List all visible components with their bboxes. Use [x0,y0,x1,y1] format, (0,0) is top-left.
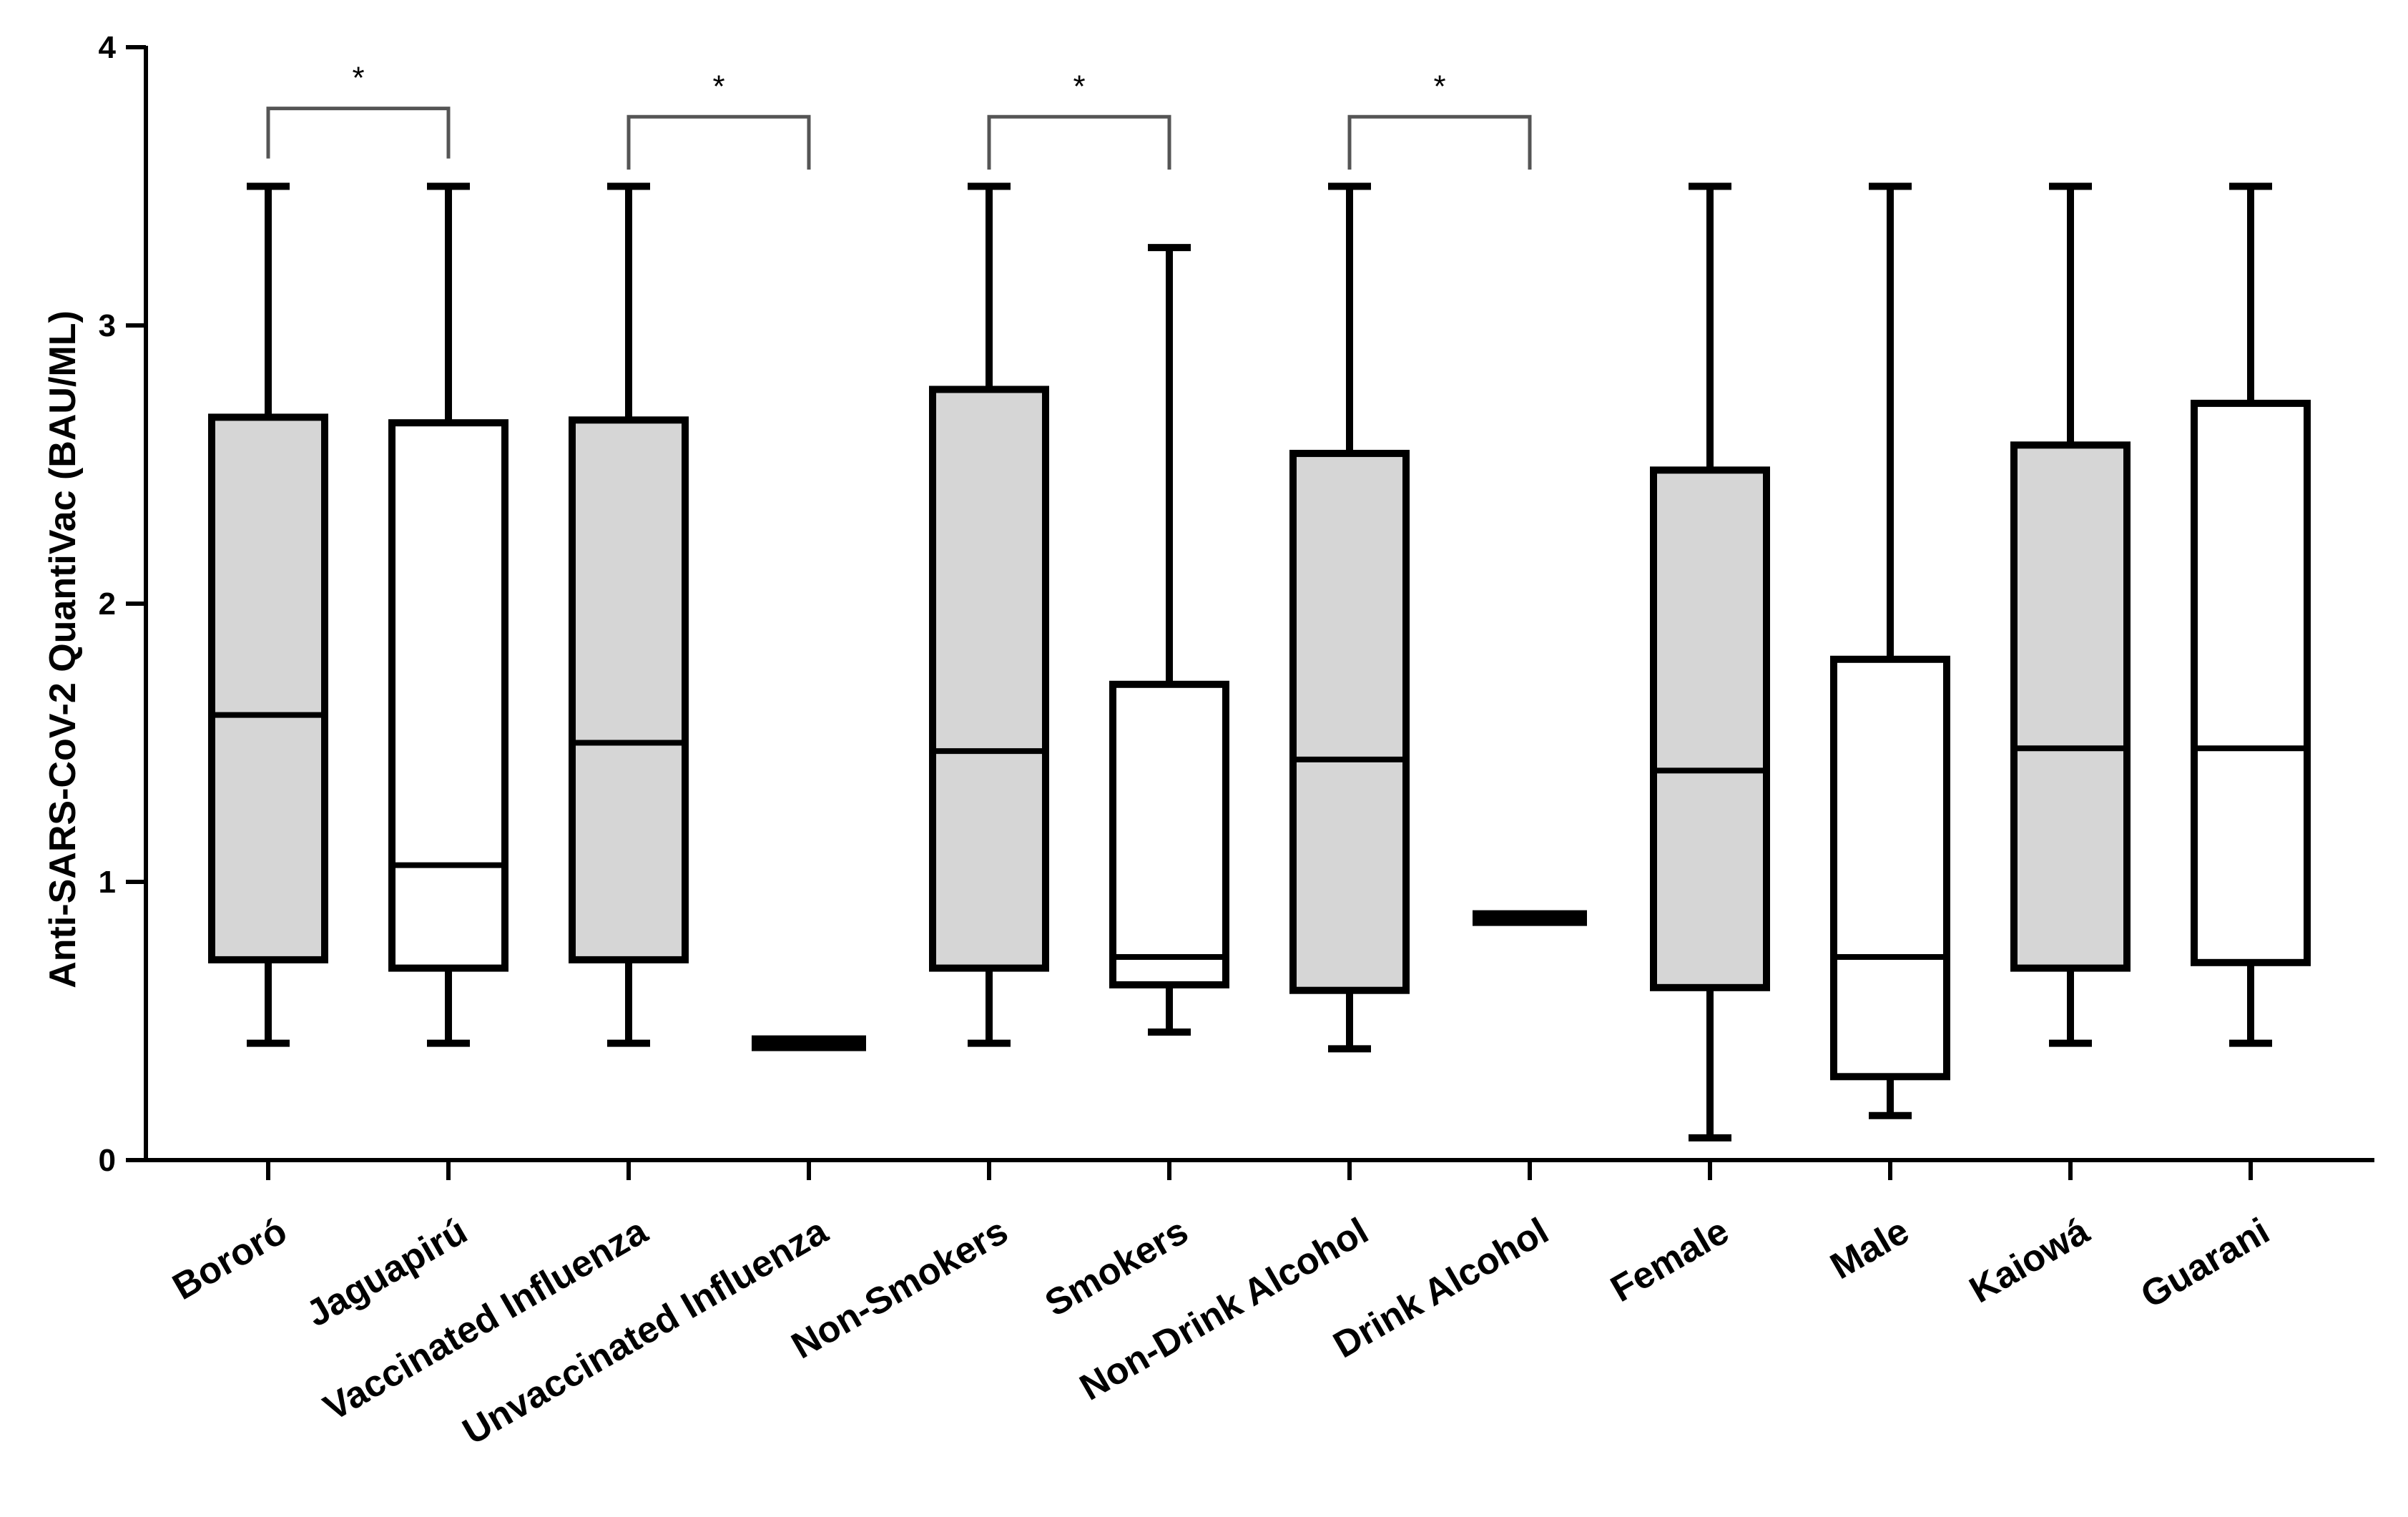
significance-bracket-4-line [1347,114,1532,170]
significance-bracket-3-line [987,114,1171,170]
box-2 [388,182,508,1047]
plot-area: * * * * [208,61,2311,1142]
x-tick-label-1: Bororó [166,1210,294,1308]
box-5 [929,182,1049,1047]
box-1-iqr [208,413,328,963]
box-5-iqr [929,386,1049,972]
box-10-iqr [1830,655,1950,1081]
significance-bracket-1: * [266,61,451,159]
significance-bracket-2: * [626,69,811,170]
y-tick-label-1: 1 [99,865,116,900]
significance-bracket-1-line [266,107,451,159]
significance-bracket-2-label: * [712,69,724,104]
significance-bracket-4-label: * [1433,69,1445,104]
y-axis-label: Anti-SARS-CoV-2 QuantiVac (BAU/ML) [42,310,84,988]
x-tick-label-12: Guarani [2134,1210,2276,1316]
y-axis-label-group: Anti-SARS-CoV-2 QuantiVac (BAU/ML) [42,310,84,988]
x-tick-label-10: Male [1824,1210,1916,1287]
box-3-iqr [569,416,689,963]
significance-bracket-1-label: * [352,61,364,96]
y-tick-label-2: 2 [99,586,116,622]
y-tick-label-4: 4 [99,30,117,65]
x-tick-label-9: Female [1604,1210,1736,1310]
box-9-iqr [1650,466,1770,991]
significance-bracket-2-line [626,114,811,170]
x-tick-label-7: Non-Drink Alcohol [1073,1210,1375,1408]
box-7-iqr [1289,449,1410,994]
box-11-iqr [2010,441,2131,972]
box-10 [1830,182,1950,1119]
x-tick-label-6: Smokers [1038,1210,1195,1325]
box-12 [2191,182,2311,1047]
significance-bracket-3: * [987,69,1171,170]
y-tick-label-0: 0 [99,1143,116,1178]
box-12-iqr [2191,399,2311,966]
significance-bracket-3-label: * [1073,69,1085,104]
x-tick-label-11: Kaiowá [1962,1210,2097,1312]
box-6 [1109,244,1229,1036]
box-3 [569,182,689,1047]
x-tick-label-3: Vaccinated Influenza [317,1210,655,1430]
box-11 [2010,182,2131,1047]
box-9 [1650,182,1770,1142]
y-tick-label-3: 3 [99,308,116,343]
box-6-iqr [1109,680,1229,988]
box-1 [208,182,328,1047]
box-7 [1289,182,1410,1053]
x-tick-label-2: Jaguapirú [300,1210,474,1335]
box-2-iqr [388,419,508,972]
significance-bracket-4: * [1347,69,1532,170]
